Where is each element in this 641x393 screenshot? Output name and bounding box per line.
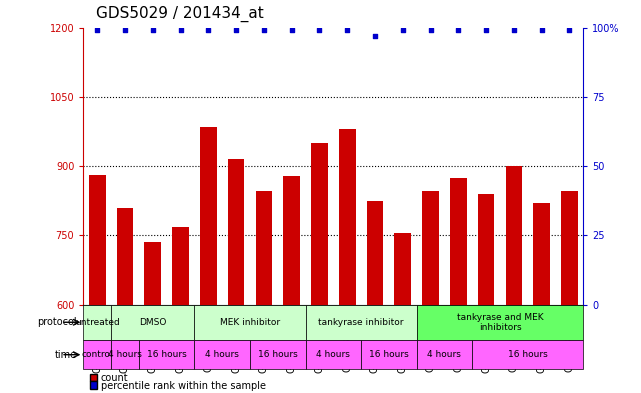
Bar xyxy=(533,203,550,305)
Text: tankyrase inhibitor: tankyrase inhibitor xyxy=(319,318,404,327)
Bar xyxy=(361,340,417,369)
Text: untreated: untreated xyxy=(75,318,120,327)
Bar xyxy=(111,340,139,369)
Bar xyxy=(561,191,578,305)
Text: protocol: protocol xyxy=(37,317,77,327)
Text: tankyrase and MEK
inhibitors: tankyrase and MEK inhibitors xyxy=(456,312,544,332)
Text: 16 hours: 16 hours xyxy=(258,350,297,359)
Point xyxy=(231,27,241,33)
Bar xyxy=(144,242,161,305)
Bar xyxy=(478,194,494,305)
Bar xyxy=(472,340,583,369)
Point xyxy=(537,27,547,33)
Text: GDS5029 / 201434_at: GDS5029 / 201434_at xyxy=(96,6,264,22)
Bar xyxy=(339,129,356,305)
Bar xyxy=(367,201,383,305)
Bar xyxy=(200,127,217,305)
Bar xyxy=(111,305,194,340)
Text: 4 hours: 4 hours xyxy=(108,350,142,359)
Point xyxy=(203,27,213,33)
Bar xyxy=(394,233,411,305)
Text: time: time xyxy=(54,350,77,360)
Text: control: control xyxy=(81,350,113,359)
Bar xyxy=(450,178,467,305)
Text: 4 hours: 4 hours xyxy=(205,350,239,359)
Text: 4 hours: 4 hours xyxy=(317,350,350,359)
Point xyxy=(397,27,408,33)
Text: percentile rank within the sample: percentile rank within the sample xyxy=(101,381,265,391)
Text: 16 hours: 16 hours xyxy=(369,350,409,359)
Point xyxy=(287,27,297,33)
Point xyxy=(426,27,436,33)
Point xyxy=(259,27,269,33)
Point xyxy=(120,27,130,33)
Bar xyxy=(228,159,244,305)
Bar xyxy=(89,175,106,305)
Point xyxy=(147,27,158,33)
Point xyxy=(92,27,103,33)
Bar xyxy=(311,143,328,305)
Bar xyxy=(83,305,111,340)
Text: count: count xyxy=(101,373,128,383)
Bar xyxy=(417,305,583,340)
Bar xyxy=(83,340,111,369)
Text: 16 hours: 16 hours xyxy=(508,350,547,359)
Bar xyxy=(139,340,194,369)
Text: 16 hours: 16 hours xyxy=(147,350,187,359)
Bar xyxy=(506,166,522,305)
Bar xyxy=(117,208,133,305)
Text: 4 hours: 4 hours xyxy=(428,350,462,359)
Point xyxy=(481,27,491,33)
Point xyxy=(176,27,186,33)
Point xyxy=(314,27,324,33)
Bar xyxy=(256,191,272,305)
Bar xyxy=(194,340,250,369)
Bar xyxy=(417,340,472,369)
Point xyxy=(342,27,353,33)
Point xyxy=(370,33,380,39)
Point xyxy=(453,27,463,33)
Bar xyxy=(306,305,417,340)
Bar xyxy=(422,191,439,305)
Bar xyxy=(283,176,300,305)
Bar xyxy=(306,340,361,369)
Bar xyxy=(172,227,189,305)
Text: DMSO: DMSO xyxy=(139,318,167,327)
Bar xyxy=(250,340,306,369)
Point xyxy=(564,27,574,33)
Bar xyxy=(194,305,306,340)
Point xyxy=(509,27,519,33)
Text: MEK inhibitor: MEK inhibitor xyxy=(220,318,280,327)
